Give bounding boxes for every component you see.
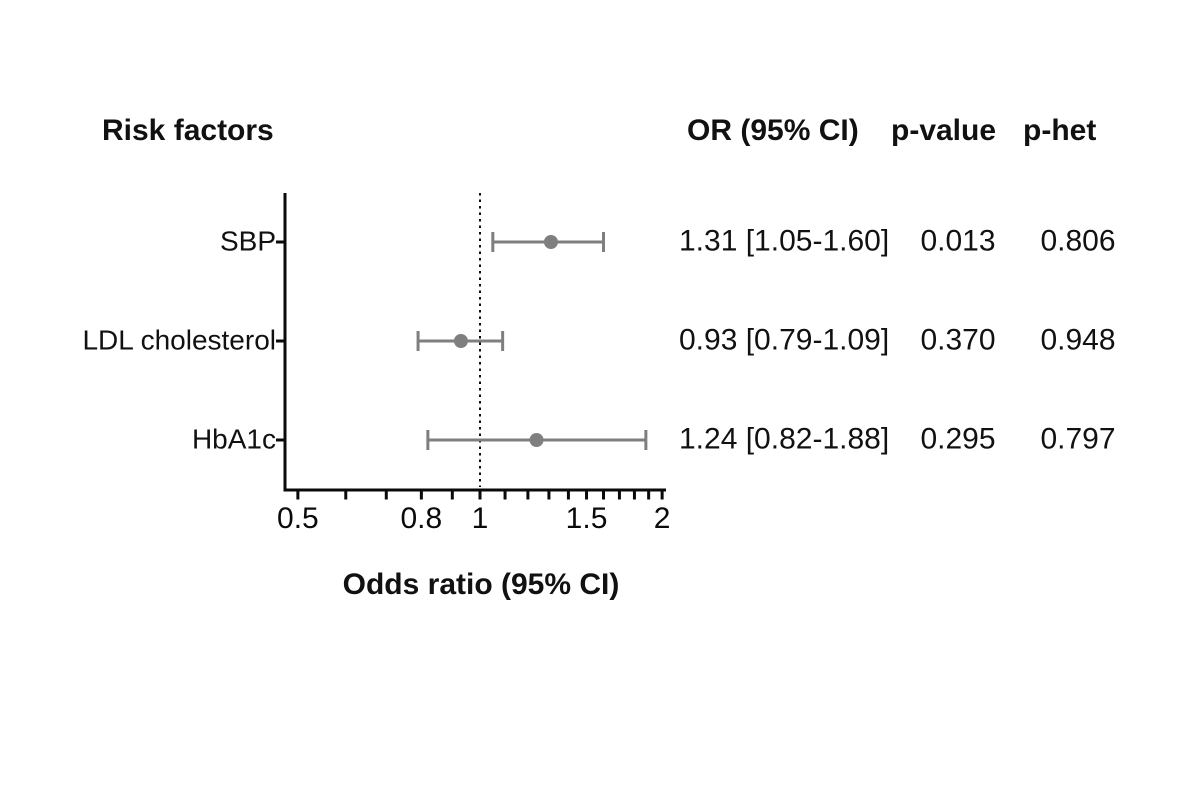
p-value-header: p-value [891, 114, 997, 147]
x-tick-label: 1 [472, 502, 489, 535]
or-ci-value: 0.93 [0.79-1.09] [679, 323, 890, 357]
point-marker [453, 334, 468, 348]
or-ci-value: 1.24 [0.82-1.88] [679, 422, 890, 456]
point-marker [529, 433, 544, 447]
p-het-header: p-het [1023, 114, 1097, 147]
x-tick-label: 0.5 [277, 502, 319, 535]
x-axis-title: Odds ratio (95% CI) [342, 568, 620, 601]
p-value: 0.370 [920, 323, 996, 357]
error-bar [426, 430, 648, 450]
x-tick-label: 2 [654, 502, 671, 535]
x-tick-label: 0.8 [401, 502, 443, 535]
or-ci-header: OR (95% CI) [687, 114, 859, 147]
or-ci-value: 1.31 [1.05-1.60] [679, 224, 890, 258]
p-value: 0.013 [920, 224, 996, 258]
p-het-value: 0.806 [1040, 224, 1116, 258]
x-tick-label: 1.5 [566, 502, 608, 535]
p-het-value: 0.948 [1040, 323, 1116, 357]
p-het-value: 0.797 [1040, 422, 1116, 456]
error-bar [416, 331, 505, 351]
risk-factors-header: Risk factors [102, 114, 274, 147]
row-label: SBP [219, 225, 276, 257]
row-label: LDL cholesterol [82, 324, 276, 356]
error-bar [491, 232, 605, 252]
point-marker [543, 235, 558, 249]
row-label: HbA1c [191, 423, 276, 455]
p-value: 0.295 [920, 422, 996, 456]
